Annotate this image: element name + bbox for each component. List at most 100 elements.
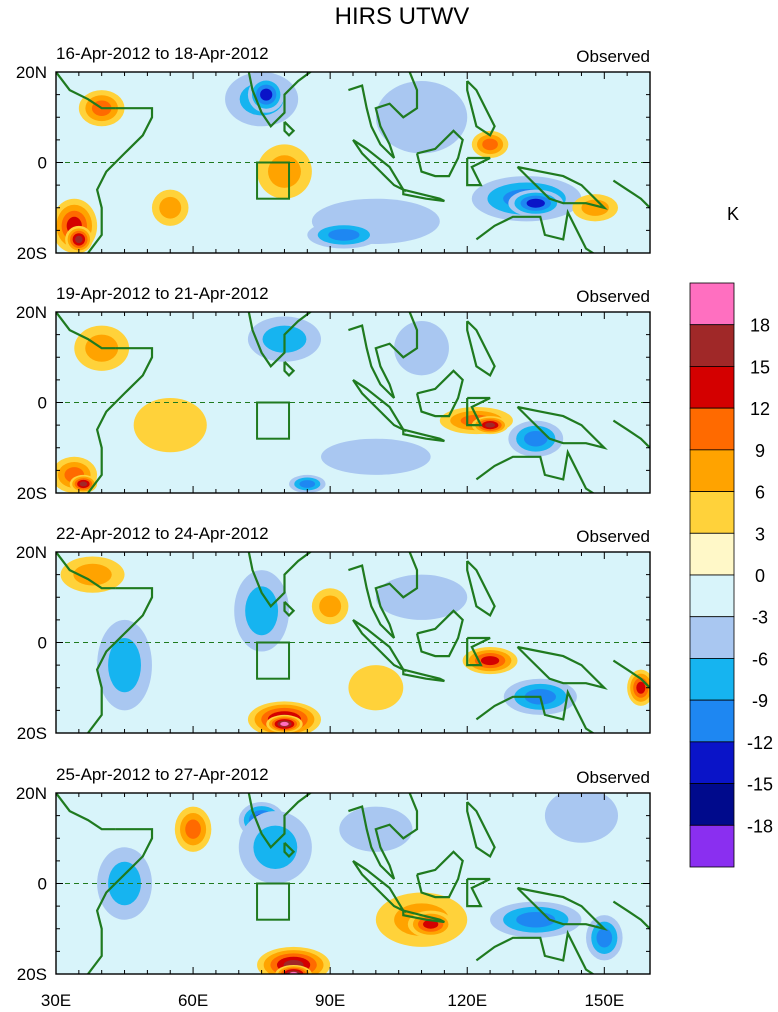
india-coast	[247, 312, 313, 369]
colorbar-label: 0	[755, 566, 765, 586]
philippines-coast	[466, 80, 496, 137]
new-guinea-coast	[516, 405, 608, 450]
borneo-coast	[415, 129, 464, 178]
colorbar-swatch	[689, 824, 735, 868]
anomaly-blob	[73, 563, 112, 586]
coastlines	[56, 793, 650, 974]
map-panel-1: 20N 0 20S 16-Apr-2012 to 18-Apr-2012 Observe…	[16, 44, 651, 263]
colorbar-label: 3	[755, 524, 765, 544]
y-tick-label: 0	[38, 634, 47, 653]
sumatra-coast	[352, 618, 407, 673]
sulawesi-coast	[466, 636, 491, 667]
india-coast	[247, 793, 313, 850]
y-tick-label: 20N	[16, 784, 47, 803]
colorbar-label: 15	[750, 357, 770, 377]
anomaly-field	[56, 793, 650, 974]
colorbar-swatch	[689, 491, 735, 534]
study-box	[256, 882, 291, 921]
red-sea-coast	[56, 552, 116, 590]
anomaly-blob	[394, 321, 449, 376]
anomaly-blob	[423, 919, 439, 929]
colorbar-swatch	[689, 574, 735, 618]
colorbar-swatch	[689, 449, 735, 492]
panel-label: Observed	[576, 287, 650, 306]
y-tick-label: 20N	[16, 543, 47, 562]
red-sea-coast	[56, 72, 116, 110]
sumatra-coast	[352, 138, 407, 193]
colorbar-label: 6	[755, 483, 765, 503]
sulawesi-coast	[466, 877, 491, 908]
colorbar-label: -15	[747, 775, 773, 795]
sri-lanka-coast	[283, 121, 296, 137]
colorbar-swatch	[689, 741, 735, 784]
colorbar-swatch	[689, 366, 735, 409]
solomon-coast	[612, 179, 650, 209]
sri-lanka-coast	[283, 842, 296, 858]
australia-coast	[475, 208, 595, 253]
java-coast	[402, 909, 445, 924]
colorbar-swatch	[689, 324, 735, 367]
map-panel-4: 20N 0 20S 25-Apr-2012 to 27-Apr-2012 Observe…	[16, 765, 651, 984]
coastlines	[56, 72, 650, 253]
anomaly-blob	[108, 637, 141, 693]
anomaly-blob	[482, 138, 498, 151]
colorbar-label: -3	[752, 608, 768, 628]
red-sea-coast	[56, 793, 116, 831]
coastlines	[56, 552, 650, 733]
solomon-coast	[612, 419, 650, 449]
anomaly-blob	[299, 480, 316, 488]
study-box	[256, 161, 291, 200]
map-panel-2: 20N 0 20S 19-Apr-2012 to 21-Apr-2012 Observe…	[16, 284, 651, 503]
africa-coast	[87, 828, 154, 974]
new-guinea-coast	[516, 645, 608, 690]
colorbar-swatch	[689, 658, 735, 701]
colorbar-label: 18	[750, 316, 770, 336]
anomaly-blob	[485, 422, 496, 428]
anomaly-blob	[321, 438, 431, 475]
y-tick-label: 20S	[17, 484, 47, 503]
x-tick-label: 60E	[178, 991, 208, 1010]
java-coast	[402, 188, 445, 203]
map-panel-3: 20N 0 20S 22-Apr-2012 to 24-Apr-2012 Observe…	[16, 524, 651, 743]
indochina-coast	[348, 312, 419, 399]
anomaly-blob	[480, 656, 500, 666]
colorbar: 18 15 12 9 6 3 0 -3 -6 -9 -12 -15 -18	[689, 282, 773, 868]
borneo-coast	[415, 609, 464, 658]
x-tick-label: 90E	[315, 991, 345, 1010]
philippines-coast	[466, 560, 496, 618]
solomon-coast	[612, 659, 650, 689]
anomaly-blob	[245, 586, 279, 636]
india-coast	[247, 72, 313, 129]
chart-title: HIRS UTWV	[335, 3, 470, 30]
borneo-coast	[415, 369, 464, 418]
y-tick-label: 20S	[17, 244, 47, 263]
sri-lanka-coast	[283, 361, 296, 377]
sumatra-coast	[352, 859, 407, 914]
anomaly-blob	[319, 595, 342, 618]
colorbar-label: -18	[747, 816, 773, 836]
sulawesi-coast	[466, 396, 491, 427]
africa-coast	[87, 107, 154, 253]
anomaly-blob	[268, 155, 301, 188]
panel-period: 22-Apr-2012 to 24-Apr-2012	[56, 524, 269, 543]
panel-label: Observed	[576, 768, 650, 787]
colorbar-swatch	[689, 407, 735, 451]
australia-coast	[475, 929, 595, 974]
colorbar-units: K	[727, 204, 739, 224]
y-tick-label: 0	[38, 394, 47, 413]
red-sea-coast	[56, 312, 116, 350]
anomaly-blob	[133, 397, 207, 453]
africa-coast	[87, 347, 154, 493]
sulawesi-coast	[466, 156, 491, 187]
panel-period: 19-Apr-2012 to 21-Apr-2012	[56, 284, 269, 303]
panel-label: Observed	[576, 527, 650, 546]
sri-lanka-coast	[283, 601, 296, 617]
anomaly-blob	[280, 721, 289, 727]
anomaly-blob	[108, 861, 141, 906]
anomaly-blob	[524, 430, 548, 447]
philippines-coast	[466, 801, 496, 859]
indochina-coast	[348, 793, 419, 880]
x-tick-label: 30E	[41, 991, 71, 1010]
borneo-coast	[415, 850, 464, 899]
